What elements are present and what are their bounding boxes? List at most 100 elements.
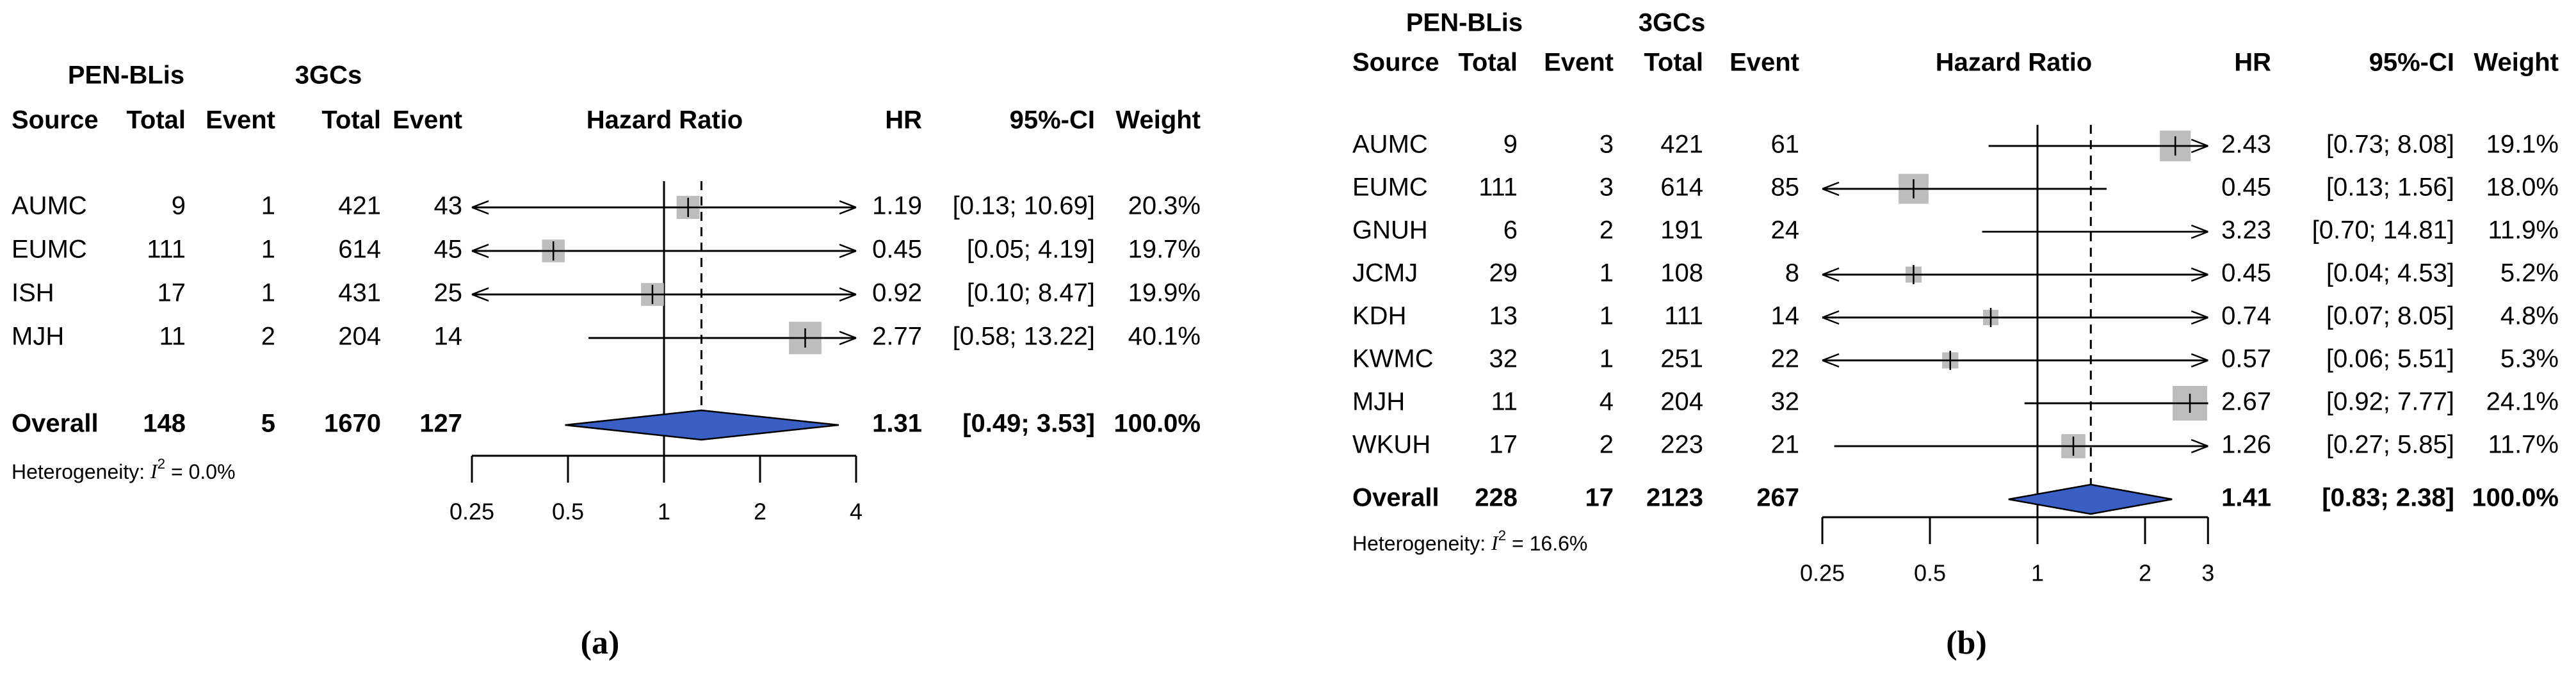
ci-right-arrow-b [2191,273,2208,282]
study-weight-a: 20.3% [1128,192,1201,220]
overall-event1-b: 17 [1585,484,1614,512]
study-source-a: ISH [12,279,54,307]
heterogeneity-text-b: Heterogeneity: I2 = 16.6% [1352,527,1587,556]
col-header-event2-a: Event [393,106,462,134]
ci-right-arrow-a [839,250,857,259]
study-total1-a: 9 [172,192,186,220]
ci-left-arrow-b [1822,310,1840,319]
overall-weight-a: 100.0% [1114,410,1201,438]
study-source-b: GNUH [1352,216,1428,245]
study-total2-a: 614 [338,236,381,264]
ci-left-arrow-a [471,243,489,252]
study-total1-a: 17 [158,279,186,307]
ci-right-arrow-b [2191,353,2208,362]
ci-right-arrow-a [839,293,857,302]
study-ci-a: [0.13; 10.69] [953,192,1095,220]
study-hr-b: 3.23 [2221,216,2271,245]
col-header-total1-a: Total [126,106,186,134]
overall-total1-a: 148 [143,410,186,438]
ci-left-arrow-b [1822,353,1840,362]
ci-right-arrow-b [2191,359,2208,368]
ci-right-arrow-b [2191,267,2208,276]
overall-total2-b: 2123 [1646,484,1703,512]
study-ci-b: [0.92; 7.77] [2326,388,2454,416]
study-weight-b: 11.9% [2488,216,2559,245]
study-event1-b: 4 [1600,388,1614,416]
study-event1-a: 1 [261,236,275,264]
study-total2-b: 614 [1660,173,1703,202]
overall-ci-a: [0.49; 3.53] [962,410,1095,438]
col-header-event2-b: Event [1729,49,1799,77]
study-hr-b: 0.74 [2221,302,2271,330]
study-source-a: AUMC [12,192,87,220]
ci-right-arrow-b [2191,438,2208,447]
ci-left-arrow-a [471,250,489,259]
overall-diamond-a [565,409,839,441]
plot-title-b: Hazard Ratio [1936,49,2093,77]
study-event2-b: 21 [1771,431,1800,459]
col-header-event1-b: Event [1544,49,1614,77]
col-header-ci-a: 95%-CI [1010,106,1095,134]
study-total2-a: 431 [338,279,381,307]
study-total1-b: 13 [1489,302,1518,330]
ci-right-arrow-b [2191,316,2208,325]
study-source-b: JCMJ [1352,259,1418,287]
study-ci-b: [0.07; 8.05] [2326,302,2454,330]
ci-right-arrow-a [839,243,857,252]
study-hr-b: 2.67 [2221,388,2271,416]
study-event1-b: 3 [1600,173,1614,202]
study-ci-a: [0.10; 8.47] [967,279,1095,307]
ci-left-arrow-a [471,206,489,215]
col-header-event1-a: Event [206,106,275,134]
study-total1-b: 11 [1491,388,1518,416]
study-event1-a: 1 [261,279,275,307]
col-header-weight-b: Weight [2474,49,2559,77]
col-header-total2-b: Total [1644,49,1703,77]
study-total2-b: 223 [1660,431,1703,459]
ci-left-arrow-b [1822,273,1840,282]
study-total2-a: 204 [338,323,381,351]
overall-hr-a: 1.31 [872,410,922,438]
study-weight-b: 5.3% [2500,345,2559,373]
study-weight-b: 11.7% [2488,431,2559,459]
panel-a-caption: (a) [580,625,620,661]
x-axis-tick-label-a: 0.25 [450,499,494,525]
study-weight-a: 40.1% [1128,323,1201,351]
ci-right-arrow-b [2191,230,2208,239]
ci-left-arrow-a [471,287,489,296]
study-event2-a: 14 [434,323,463,351]
x-axis-tick-label-b: 2 [2139,560,2151,586]
group2-header-b: 3GCs [1639,9,1706,37]
study-source-b: AUMC [1352,131,1428,159]
ci-left-arrow-b [1822,188,1840,197]
x-axis-tick-label-a: 1 [658,499,670,525]
study-ci-b: [0.06; 5.51] [2326,345,2454,373]
study-ci-a: [0.58; 13.22] [953,323,1095,351]
study-hr-b: 0.45 [2221,173,2271,202]
study-event2-b: 8 [1785,259,1799,287]
study-total2-b: 108 [1660,259,1703,287]
col-header-hr-a: HR [885,106,922,134]
study-total2-b: 111 [1664,302,1703,330]
overall-diamond-b [2008,483,2173,515]
group1-header-b: PEN-BLis [1406,9,1523,37]
ci-right-arrow-b [2191,445,2208,454]
col-header-weight-a: Weight [1115,106,1201,134]
ci-left-arrow-b [1822,267,1840,276]
ci-right-arrow-a [839,337,857,346]
x-axis-tick-label-a: 2 [754,499,766,525]
overall-event1-a: 5 [261,410,275,438]
study-hr-b: 0.57 [2221,345,2271,373]
study-event1-b: 1 [1600,345,1614,373]
overall-label-a: Overall [12,410,99,438]
study-event1-b: 1 [1600,302,1614,330]
overall-hr-b: 1.41 [2221,484,2271,512]
study-weight-a: 19.7% [1128,236,1201,264]
study-hr-a: 1.19 [872,192,922,220]
study-event2-b: 24 [1771,216,1800,245]
study-event1-a: 1 [261,192,275,220]
study-total1-a: 11 [159,323,186,351]
study-source-b: EUMC [1352,173,1428,202]
